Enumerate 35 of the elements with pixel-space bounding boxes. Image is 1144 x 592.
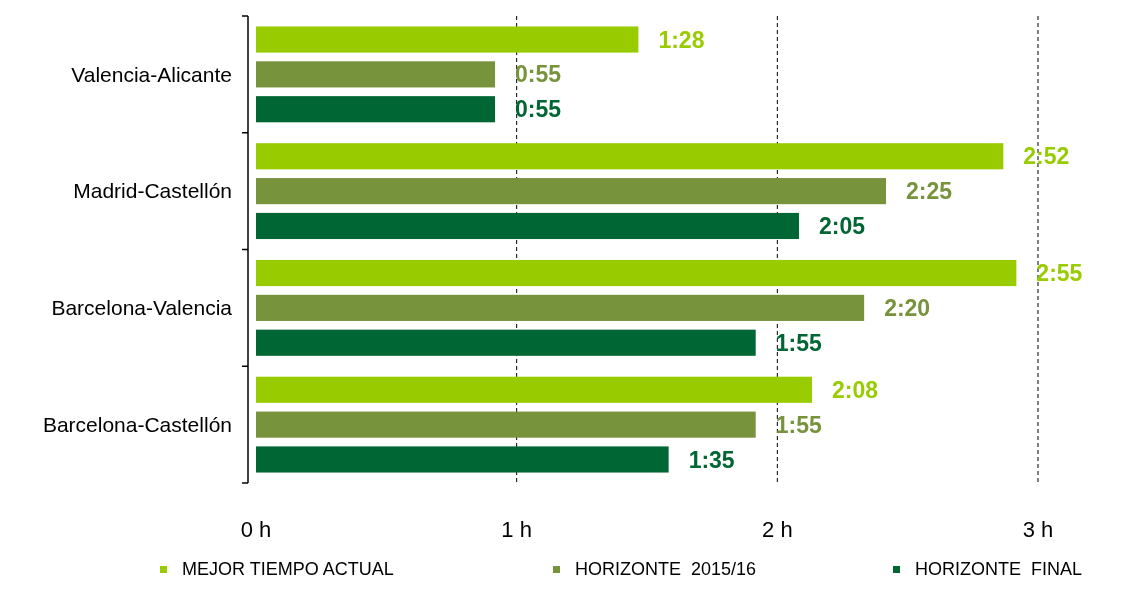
x-tick-label: 2 h <box>762 517 793 542</box>
data-label: 0:55 <box>515 61 562 88</box>
x-tick-label: 1 h <box>501 517 532 542</box>
bar <box>256 259 1017 287</box>
bar <box>256 96 496 123</box>
bar <box>256 26 639 53</box>
data-label: 2:55 <box>1036 260 1083 287</box>
legend-label: HORIZONTE 2015/16 <box>575 559 757 580</box>
bar <box>256 376 812 403</box>
bar <box>256 143 1004 170</box>
x-tick-label: 3 h <box>1022 517 1054 542</box>
legend-label: HORIZONTE FINAL <box>915 559 1083 580</box>
y-tick-label: Madrid-Castellón <box>73 179 232 203</box>
data-label: 1:55 <box>775 411 822 438</box>
y-tick-label: Barcelona-Castellón <box>42 412 232 436</box>
data-label: 2:05 <box>818 213 866 240</box>
y-tick-label: Valencia-Alicante <box>71 62 232 86</box>
data-label: 1:55 <box>775 329 822 356</box>
bar <box>256 178 887 205</box>
bar <box>256 212 799 240</box>
bar <box>256 61 496 88</box>
bar <box>256 411 756 438</box>
bar <box>256 294 865 321</box>
bar <box>256 329 756 356</box>
data-label: 0:55 <box>515 96 562 123</box>
legend-label: MEJOR TIEMPO ACTUAL <box>182 559 394 580</box>
data-label: 2:20 <box>884 294 931 321</box>
data-label: 1:35 <box>688 446 735 473</box>
bar <box>256 446 669 473</box>
data-label: 1:28 <box>658 26 705 53</box>
data-label: 2:52 <box>1023 143 1070 170</box>
data-label: 2:25 <box>906 178 953 205</box>
x-tick-label: 0 h <box>240 517 272 542</box>
data-label: 2:08 <box>832 376 879 403</box>
y-tick-label: Barcelona-Valencia <box>51 296 233 320</box>
